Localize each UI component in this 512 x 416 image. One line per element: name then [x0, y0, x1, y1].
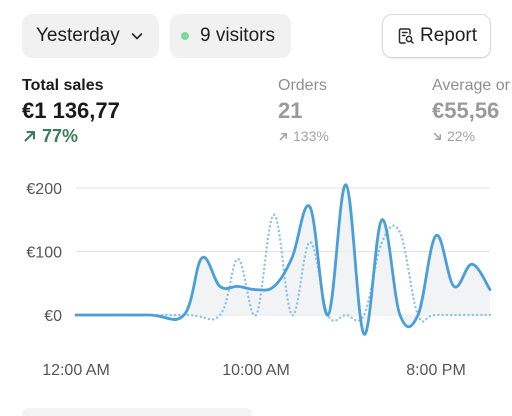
report-button[interactable]: Report [382, 14, 491, 58]
metric-delta-value: 133% [293, 128, 329, 144]
date-range-label: Yesterday [36, 25, 120, 46]
metric-label: Orders [278, 77, 327, 94]
visitors-count-label: 9 visitors [200, 25, 275, 46]
series-area [76, 184, 490, 335]
metric-delta-value: 77% [42, 126, 79, 146]
y-tick-label: €0 [44, 308, 62, 325]
chevron-down-icon [131, 33, 143, 40]
arrow-up-right-icon [279, 132, 288, 140]
arrow-down-right-icon [433, 132, 442, 140]
y-tick-label: €100 [26, 245, 62, 262]
metric-total-sales[interactable]: Total sales €1 136,77 77% [22, 76, 120, 147]
metric-delta: 133% [278, 125, 329, 147]
metric-value: €1 136,77 [22, 98, 120, 123]
next-section-hint [22, 408, 252, 416]
series-line-current [74, 183, 492, 336]
date-range-dropdown[interactable]: Yesterday [22, 14, 159, 58]
report-search-icon [398, 28, 414, 44]
metric-average-order-value[interactable]: Average or €55,56 22% [432, 76, 510, 147]
metric-value: €55,56 [432, 98, 500, 123]
metric-label: Average or [432, 77, 510, 94]
x-tick-label: 10:00 AM [222, 362, 290, 379]
x-tick-label: 8:00 PM [406, 362, 466, 379]
metric-delta: 77% [22, 125, 120, 147]
metric-label: Total sales [22, 77, 104, 94]
sales-line-chart[interactable]: €200 €100 €0 12:00 AM 10:00 AM 8:00 PM [0, 170, 512, 390]
x-tick-label: 12:00 AM [42, 362, 110, 379]
metric-delta-value: 22% [447, 128, 476, 144]
report-label: Report [420, 25, 478, 46]
metric-delta: 22% [432, 125, 510, 147]
y-tick-label: €200 [26, 181, 62, 198]
live-visitors-badge[interactable]: 9 visitors [170, 14, 291, 58]
arrow-up-right-icon [24, 130, 36, 142]
metric-orders[interactable]: Orders 21 133% [278, 76, 329, 147]
metric-value: 21 [278, 98, 303, 123]
status-dot-icon [181, 32, 189, 40]
